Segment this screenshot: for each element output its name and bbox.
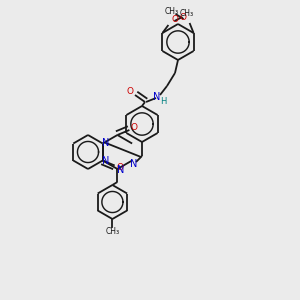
Text: O: O	[172, 16, 179, 25]
Text: N: N	[153, 92, 161, 102]
Text: O: O	[127, 86, 134, 95]
Text: CH₃: CH₃	[164, 7, 179, 16]
Text: CH₃: CH₃	[179, 10, 194, 19]
Text: CH₃: CH₃	[105, 227, 119, 236]
Text: H: H	[160, 97, 166, 106]
Text: N: N	[102, 137, 110, 148]
Text: N: N	[130, 159, 138, 169]
Text: O: O	[179, 14, 186, 22]
Text: N: N	[102, 157, 110, 166]
Text: O: O	[116, 163, 123, 172]
Text: N: N	[117, 165, 124, 175]
Text: O: O	[131, 124, 138, 133]
